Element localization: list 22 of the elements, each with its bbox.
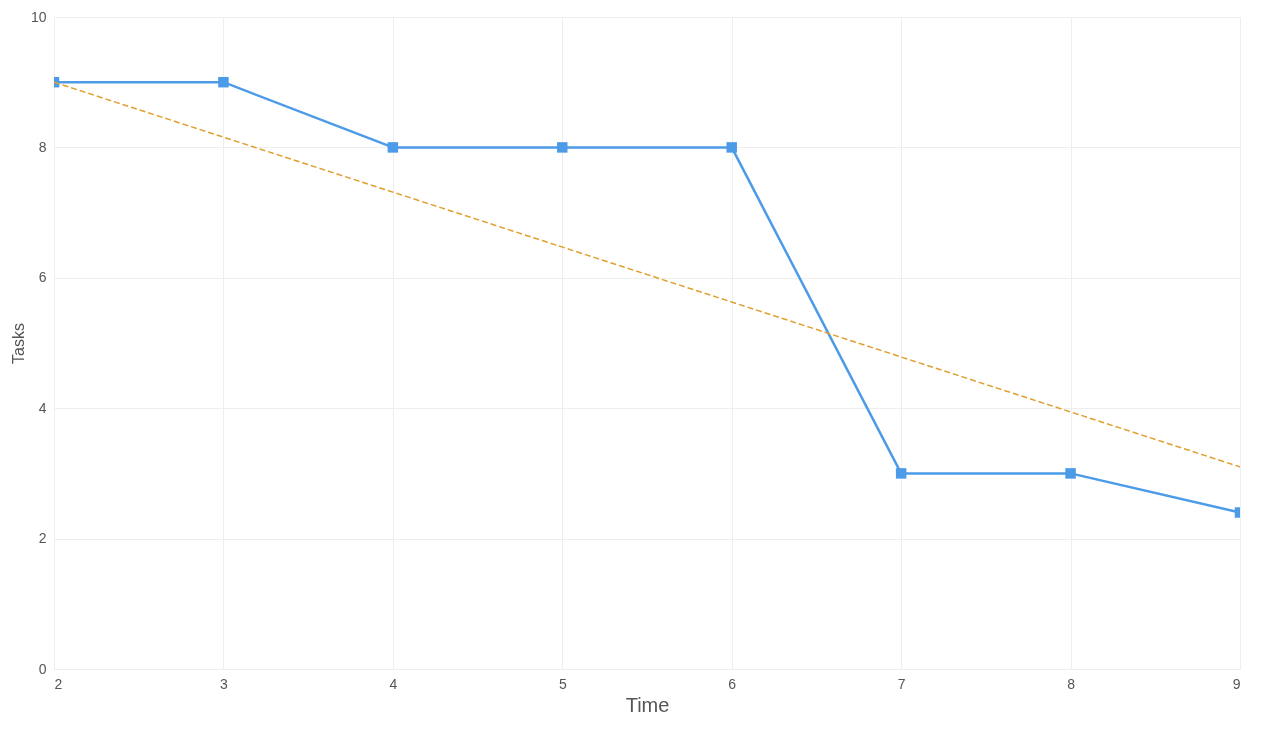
y-axis-title: Tasks [9,323,27,364]
y-tick-label: 6 [38,269,47,286]
point [1065,468,1076,479]
y-tick-label: 8 [38,138,47,155]
x-tick-label: 8 [1067,675,1076,692]
point [387,142,399,153]
point [557,142,568,153]
x-axis-title: Time [625,693,670,716]
x-tick-label: 3 [220,675,229,692]
x-tick-label: 4 [389,675,398,692]
x-tick-label: 9 [1232,675,1241,692]
y-tick-label: 0 [38,660,47,677]
y-tick-label: 2 [38,530,47,547]
x-tick-label: 2 [54,675,63,692]
x-tick-label: 6 [728,675,737,692]
y-tick-label: 4 [38,399,47,416]
point [218,76,229,88]
x-tick-label: 7 [897,675,906,692]
y-tick-label: 10 [30,8,47,25]
point [895,468,907,479]
x-tick-label: 5 [558,675,567,692]
point [726,142,737,153]
